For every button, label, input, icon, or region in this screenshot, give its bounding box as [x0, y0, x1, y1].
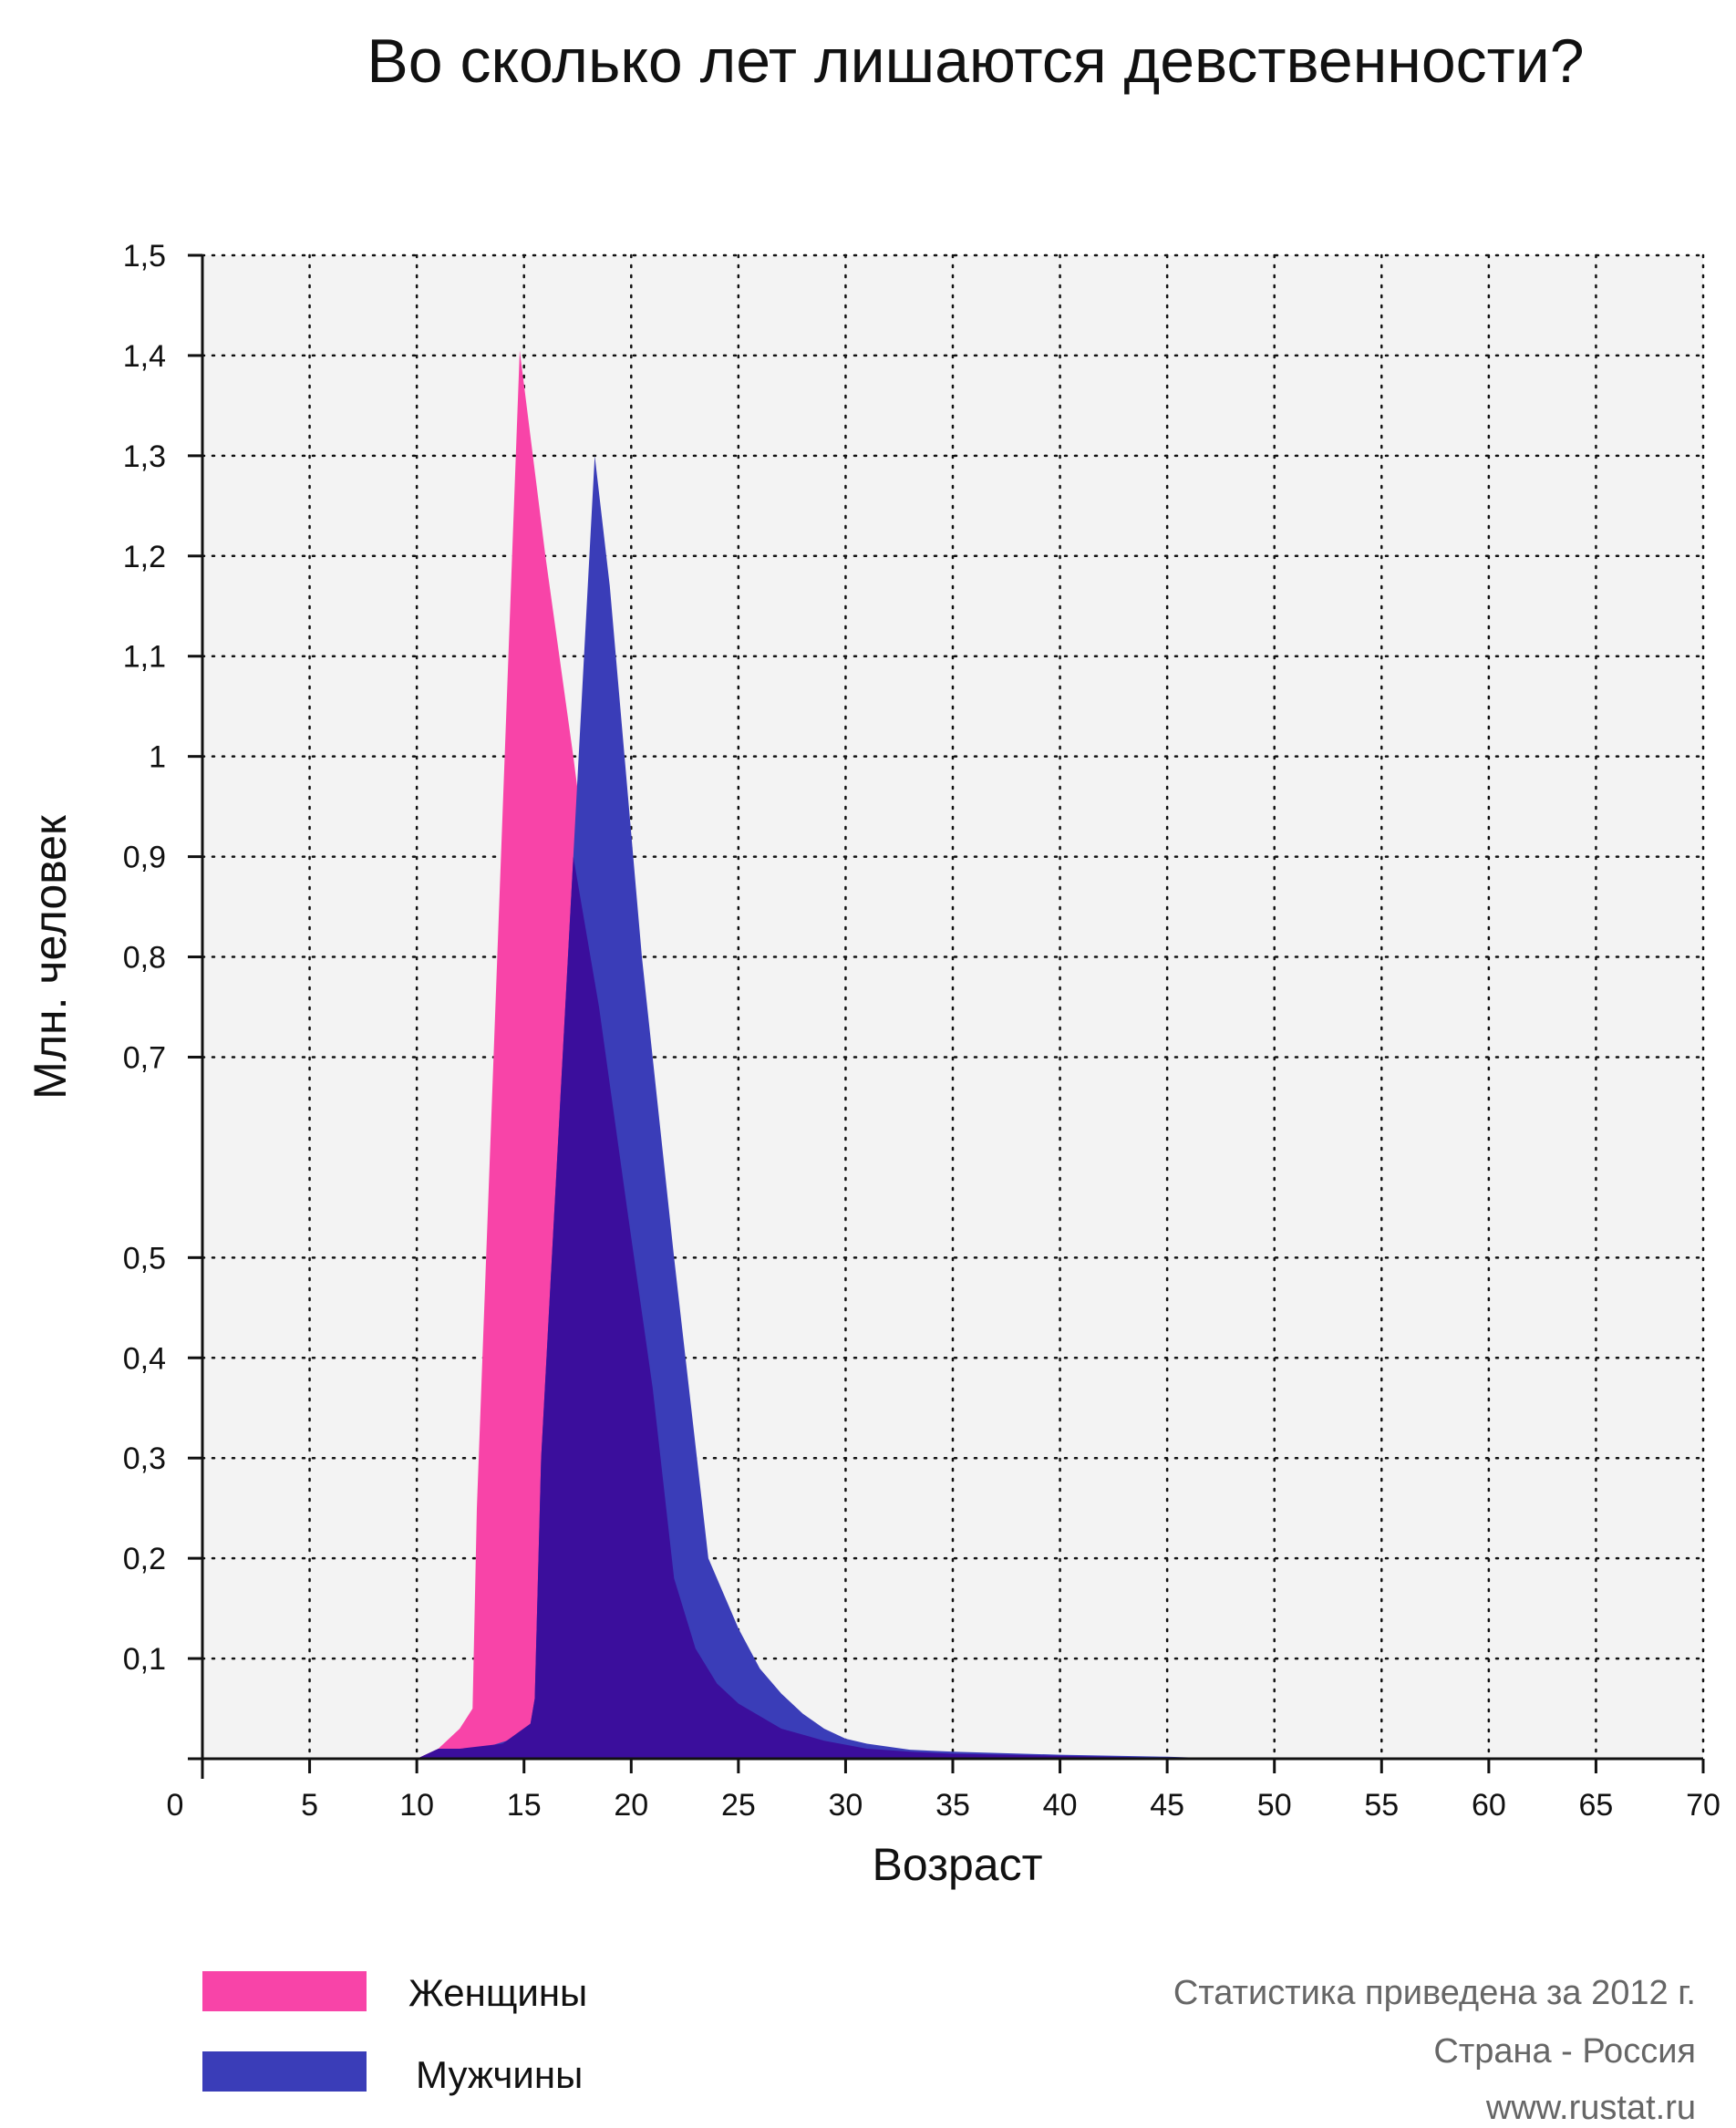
x-axis-title: Возраст	[872, 1839, 1042, 1890]
y-tick-label: 1	[149, 740, 166, 775]
y-tick-label: 0,2	[123, 1542, 166, 1576]
x-tick-label: 25	[721, 1788, 756, 1823]
tick-labels: 0 5 10 15 20 25 30 35 40 45 50 55 60 65 70 0,1 0,2 0,3 0,4…	[123, 239, 1720, 1823]
y-axis-title: Млн. человек	[25, 814, 76, 1100]
x-tick-label: 45	[1150, 1788, 1184, 1823]
y-tick-label: 0,9	[123, 841, 166, 875]
x-tick-label: 60	[1472, 1788, 1506, 1823]
x-tick-label: 20	[614, 1788, 648, 1823]
y-tick-label: 1,1	[123, 640, 166, 675]
x-tick-label: 15	[507, 1788, 542, 1823]
y-tick-label: 1,5	[123, 239, 166, 274]
note-country: Страна - Россия	[1433, 2032, 1696, 2071]
x-tick-label: 35	[935, 1788, 970, 1823]
series-overlap-area	[417, 856, 1232, 1759]
legend-label-men: Мужчины	[416, 2053, 583, 2096]
y-tick-label: 0,8	[123, 941, 166, 976]
y-tick-label: 0,4	[123, 1341, 166, 1376]
note-website: www.rustat.ru	[1485, 2089, 1696, 2127]
legend-swatch-men	[202, 2051, 367, 2092]
x-tick-label: 65	[1579, 1788, 1614, 1823]
y-tick-label: 1,2	[123, 540, 166, 574]
series-layer	[417, 350, 1275, 1759]
legend: Женщины Мужчины	[202, 1971, 587, 2096]
axes	[188, 253, 1705, 1779]
x-tick-label: 5	[301, 1788, 318, 1823]
y-tick-label: 0,7	[123, 1040, 166, 1075]
legend-label-women: Женщины	[408, 1971, 587, 2014]
y-tick-label: 1,4	[123, 339, 166, 374]
y-tick-label: 0,5	[123, 1241, 166, 1276]
x-tick-label: 40	[1043, 1788, 1078, 1823]
x-tick-label: 0	[167, 1788, 184, 1823]
note-year: Статистика приведена за 2012 г.	[1173, 1974, 1696, 2012]
x-tick-label: 30	[829, 1788, 863, 1823]
x-tick-label: 70	[1686, 1788, 1720, 1823]
x-tick-label: 10	[399, 1788, 434, 1823]
y-tick-label: 1,3	[123, 439, 166, 474]
legend-swatch-women	[202, 1971, 367, 2011]
x-tick-label: 55	[1364, 1788, 1399, 1823]
y-tick-label: 0,1	[123, 1642, 166, 1677]
y-tick-label: 0,3	[123, 1441, 166, 1476]
x-tick-label: 50	[1257, 1788, 1292, 1823]
chart-title: Во сколько лет лишаются девственности?	[367, 26, 1584, 96]
